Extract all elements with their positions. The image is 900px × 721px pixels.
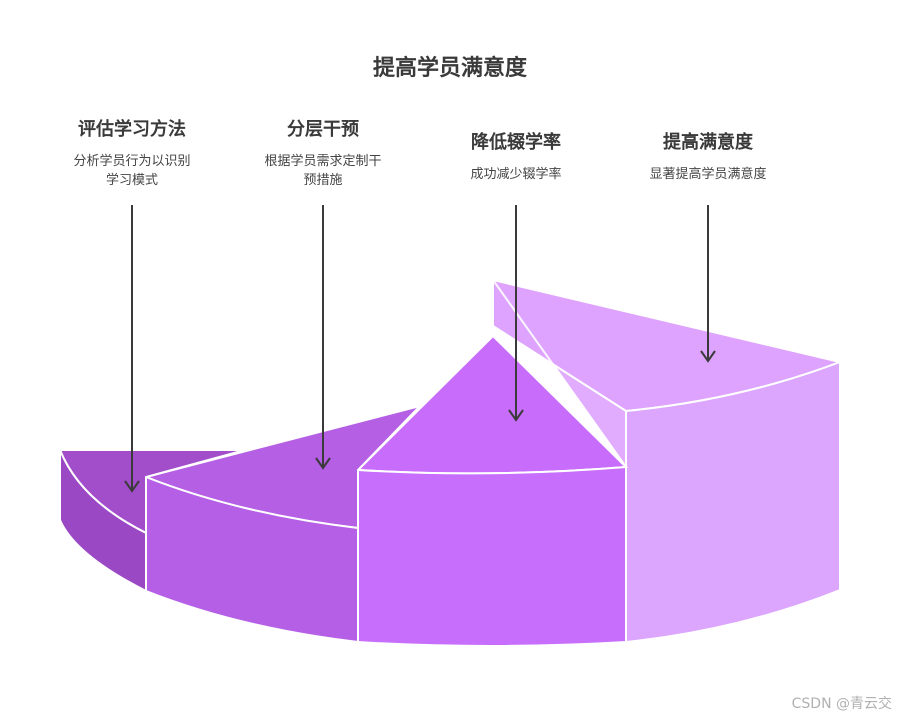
step-2-description: 根据学员需求定制干 预措施 bbox=[238, 152, 408, 190]
step-4: 提高满意度 显著提高学员满意度 bbox=[623, 131, 793, 184]
arrow-3 bbox=[508, 205, 524, 422]
segment-2-side bbox=[145, 475, 359, 644]
segment-4-side bbox=[625, 360, 841, 644]
segment-1-side bbox=[59, 449, 147, 593]
step-1-desc-text: 分析学员行为以识别 学习模式 bbox=[73, 154, 191, 188]
step-1-description: 分析学员行为以识别 学习模式 bbox=[47, 152, 217, 190]
step-2: 分层干预 根据学员需求定制干 预措施 bbox=[238, 118, 408, 190]
step-2-title: 分层干预 bbox=[287, 119, 359, 140]
arrow-4 bbox=[700, 205, 716, 363]
segment-3 bbox=[355, 334, 629, 647]
segment-4 bbox=[492, 276, 844, 644]
segment-1 bbox=[58, 449, 246, 593]
segment-3-side bbox=[357, 465, 627, 647]
watermark: CSDN @青云交 bbox=[791, 696, 892, 712]
step-1-title: 评估学习方法 bbox=[78, 119, 186, 140]
step-3-description: 成功减少辍学率 bbox=[431, 165, 601, 184]
step-4-desc-text: 显著提高学员满意度 bbox=[649, 167, 767, 182]
step-4-title: 提高满意度 bbox=[663, 132, 753, 153]
step-3-title: 降低辍学率 bbox=[471, 132, 561, 153]
segment-2 bbox=[142, 404, 424, 644]
step-1: 评估学习方法 分析学员行为以识别 学习模式 bbox=[47, 118, 217, 190]
step-3: 降低辍学率 成功减少辍学率 bbox=[431, 131, 601, 184]
step-4-description: 显著提高学员满意度 bbox=[623, 165, 793, 184]
arrow-1 bbox=[124, 205, 140, 493]
step-2-desc-text: 根据学员需求定制干 预措施 bbox=[264, 154, 382, 188]
step-3-desc-text: 成功减少辍学率 bbox=[470, 167, 562, 182]
arrow-2 bbox=[315, 205, 331, 470]
page-title: 提高学员满意度 bbox=[372, 56, 527, 81]
